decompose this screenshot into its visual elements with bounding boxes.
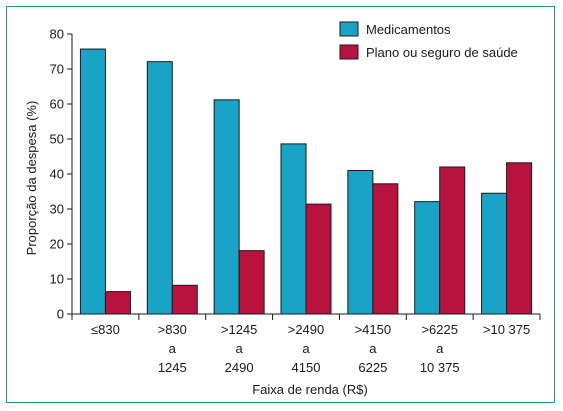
x-tick-label: >830 a 1245 xyxy=(158,322,187,375)
y-axis-title: Proporção da despesa (%) xyxy=(24,101,39,256)
bar-plano-saude xyxy=(506,162,533,315)
x-axis-title: Faixa de renda (R$) xyxy=(252,382,368,397)
y-axis: 0 10 20 30 40 50 60 70 80 xyxy=(50,27,73,322)
x-tick-label: >6225 a 10 375 xyxy=(420,322,460,375)
bar-plano-saude xyxy=(104,291,131,315)
x-tick-label: >2490 a 4150 xyxy=(288,322,325,375)
y-tick-label: 10 xyxy=(50,272,64,287)
bars xyxy=(79,48,533,315)
bar-plano-saude xyxy=(171,284,198,315)
bar-medicamentos xyxy=(414,201,441,315)
bar-medicamentos xyxy=(213,99,240,315)
legend-swatch xyxy=(339,21,359,37)
legend-swatch xyxy=(339,44,359,60)
y-tick-label: 30 xyxy=(50,202,64,217)
x-axis: ≤830 >830 a 1245 >1245 a 2490 >2490 a 4150 >4150 a 6… xyxy=(71,313,541,375)
y-tick-label: 0 xyxy=(57,307,64,322)
x-tick-label: >10 375 xyxy=(483,322,530,337)
y-tick-label: 80 xyxy=(50,27,64,42)
x-tick-label: >4150 a 6225 xyxy=(355,322,392,375)
legend-label: Medicamentos xyxy=(366,22,451,37)
bar-medicamentos xyxy=(79,48,106,315)
legend-label: Plano ou seguro de saúde xyxy=(366,45,518,60)
bar-medicamentos xyxy=(481,192,508,315)
y-tick-label: 50 xyxy=(50,132,64,147)
bar-plano-saude xyxy=(305,203,332,315)
bar-medicamentos xyxy=(347,170,374,315)
bar-plano-saude xyxy=(372,183,399,315)
bar-medicamentos xyxy=(146,61,173,315)
y-tick-label: 70 xyxy=(50,62,64,77)
y-tick-label: 40 xyxy=(50,167,64,182)
legend: Medicamentos Plano ou seguro de saúde xyxy=(339,21,518,60)
bar-plano-saude xyxy=(238,250,265,315)
x-tick-label: ≤830 xyxy=(91,322,120,337)
y-tick-label: 60 xyxy=(50,97,64,112)
bar-plano-saude xyxy=(439,166,466,315)
y-tick-label: 20 xyxy=(50,237,64,252)
x-tick-label: >1245 a 2490 xyxy=(221,322,258,375)
bar-medicamentos xyxy=(280,143,307,315)
